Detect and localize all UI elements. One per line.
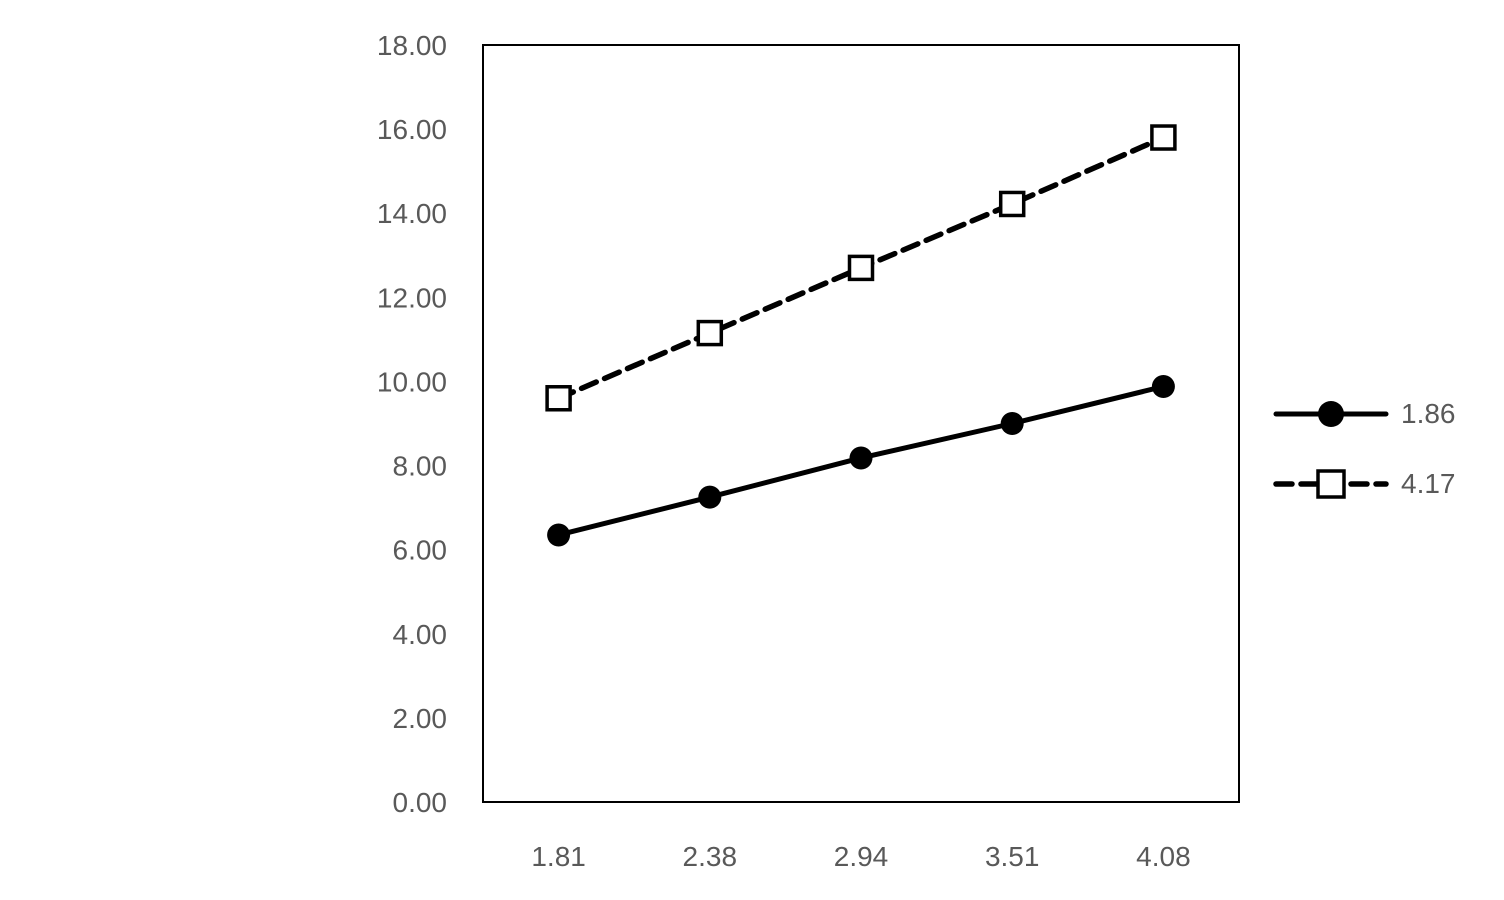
legend-label-series-1: 1.86 — [1401, 398, 1456, 429]
series-2-marker-square — [847, 254, 875, 282]
y-axis-tick-label: 16.00 — [377, 114, 447, 145]
series-1-marker-circle — [849, 446, 873, 470]
y-axis-tick-label: 10.00 — [377, 366, 447, 397]
y-axis-tick-label: 8.00 — [393, 451, 448, 482]
y-axis-tick-label: 18.00 — [377, 30, 447, 61]
legend-swatch-solid-circle — [1273, 401, 1389, 427]
series-1-marker-circle — [698, 485, 722, 509]
series-1-marker-circle — [1151, 374, 1175, 398]
series-2-marker-square — [545, 385, 572, 412]
series-2-marker-square — [696, 319, 724, 347]
series-2-marker-square — [1150, 124, 1177, 151]
legend-square-marker — [1316, 469, 1346, 499]
y-axis-tick-label: 14.00 — [377, 198, 447, 229]
y-axis-tick-label: 12.00 — [377, 282, 447, 313]
y-axis-tick-label: 4.00 — [393, 619, 448, 650]
series-2-marker-square — [998, 190, 1026, 218]
x-axis-tick-label: 2.94 — [834, 841, 889, 872]
series-1-marker-circle — [1000, 412, 1024, 435]
x-axis-tick-label: 2.38 — [683, 841, 738, 872]
x-axis-tick-label: 3.51 — [985, 841, 1040, 872]
chart-legend: 1.86 4.17 — [1272, 396, 1456, 502]
legend-circle-marker — [1318, 401, 1344, 427]
x-axis-tick-label: 1.81 — [531, 841, 586, 872]
y-axis-tick-label: 0.00 — [393, 787, 448, 818]
plot-border — [482, 44, 1240, 803]
y-axis-tick-label: 2.00 — [393, 703, 448, 734]
legend-item-series-2: 4.17 — [1272, 466, 1456, 502]
y-axis-tick-label: 6.00 — [393, 535, 448, 566]
legend-item-series-1: 1.86 — [1272, 396, 1456, 432]
x-axis-tick-label: 4.08 — [1136, 841, 1191, 872]
legend-label-series-2: 4.17 — [1401, 468, 1456, 499]
series-1-marker-circle — [547, 523, 571, 547]
legend-swatch-dashed-square — [1273, 469, 1389, 499]
